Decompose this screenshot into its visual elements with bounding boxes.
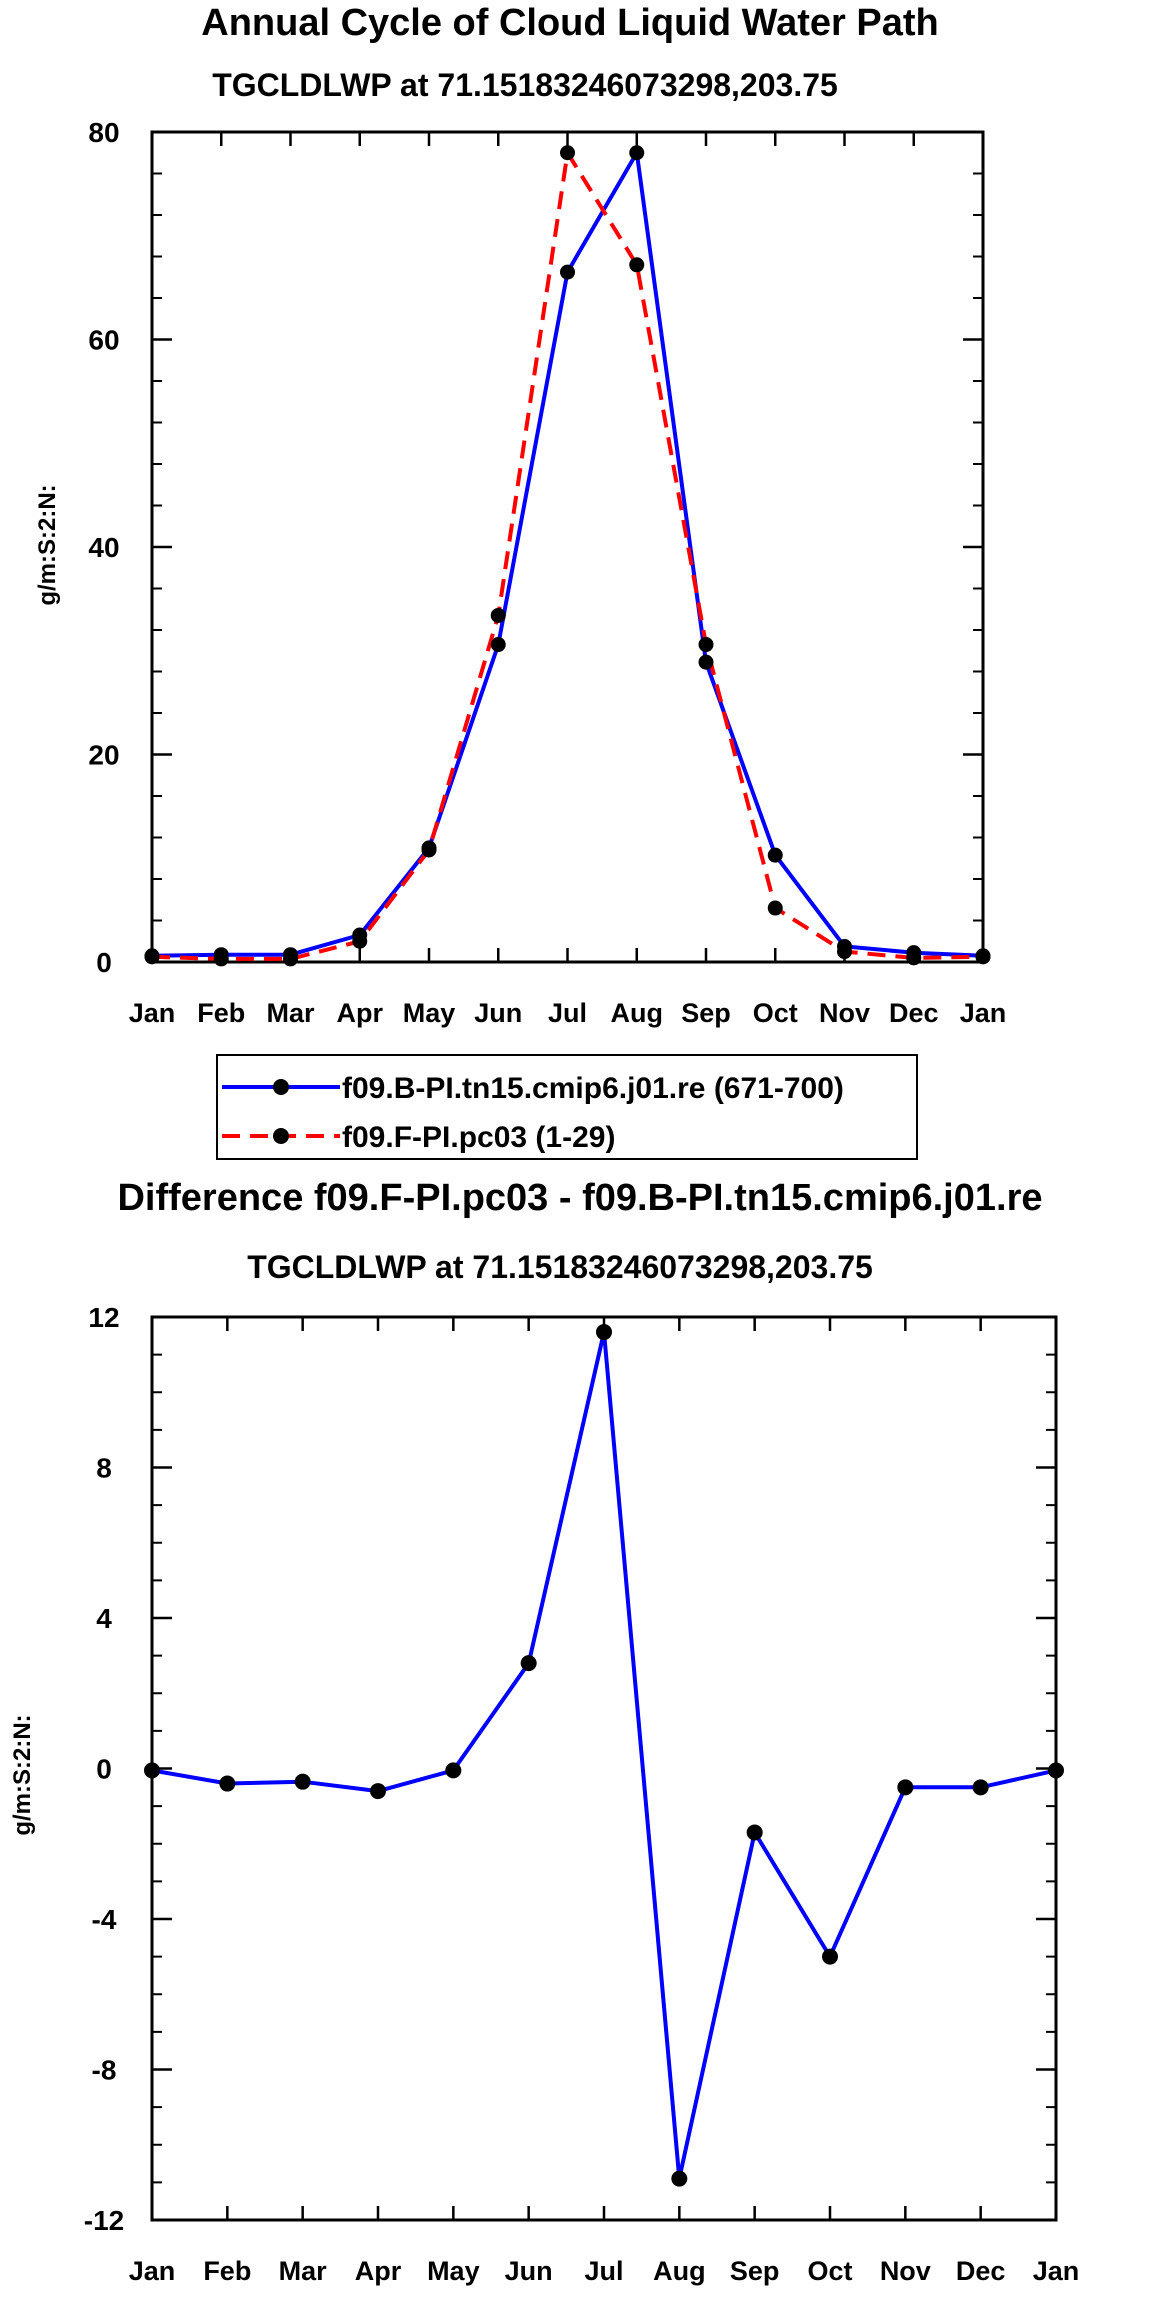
x-tick-label: Jun [474,998,522,1028]
y-tick-label: -8 [92,2055,117,2086]
legend-label-series-1: f09.B-PI.tn15.cmip6.j01.re (671-700) [342,1072,844,1105]
data-point-series-2 [421,842,437,858]
x-tick-label: Jan [129,998,176,1028]
data-point-series-2 [837,944,852,960]
chart-title: Difference f09.F-PI.pc03 - f09.B-PI.tn15… [117,1177,1042,1219]
y-axis-label: g/m:S:2:N: [34,484,61,605]
data-point-series-2 [144,949,160,965]
series-lines [144,145,991,967]
x-tick-label: Apr [355,2256,402,2286]
data-point-series-1 [596,1324,612,1341]
y-tick-label: 20 [88,740,119,771]
x-tick-label: Jan [960,998,1007,1028]
data-point-series-1 [671,2170,688,2187]
axis-ticks: Jan Feb Mar Apr May Jun Jul Aug Sep Oct Nov Dec Jan 0… [88,117,1006,1028]
x-tick-label: Feb [197,998,245,1028]
data-point-series-1 [560,264,575,280]
legend-box [216,1054,918,1160]
x-tick-label: May [427,2256,480,2286]
data-point-series-1 [1048,1762,1064,1779]
data-point-series-1 [822,1948,838,1965]
plot-frame [150,1315,1058,2222]
x-tick-label: Jan [129,2256,176,2286]
legend-marker-series-1 [273,1079,289,1095]
data-point-series-2 [560,145,575,161]
y-tick-label: 12 [88,1302,119,1333]
y-tick-label: 60 [88,325,119,356]
y-axis-label: g/m:S:2:N: [9,1714,36,1835]
data-point-series-1 [445,1762,462,1779]
data-point-series-1 [767,847,783,863]
x-tick-label: Oct [753,998,798,1028]
legend-label-series-2: f09.F-PI.pc03 (1-29) [342,1121,615,1154]
x-tick-label: Oct [807,2256,852,2286]
x-tick-label: Sep [681,998,731,1028]
data-point-series-2 [698,637,714,653]
data-point-series-1 [294,1773,311,1790]
x-tick-label: Jun [505,2256,553,2286]
y-tick-label: -4 [92,1904,117,1935]
x-tick-label: Dec [889,998,939,1028]
data-point-series-1 [520,1655,537,1672]
chart-subtitle: TGCLDLWP at 71.15183246073298,203.75 [212,67,838,103]
x-tick-label: Jul [584,2256,623,2286]
series-lines [144,1324,1064,2187]
data-point-series-1 [972,1779,989,1796]
x-tick-label: Mar [279,2256,328,2286]
annual-cycle-chart: Annual Cycle of Cloud Liquid Water Path … [34,2,1006,1160]
x-tick-label: Nov [819,998,870,1028]
x-tick-label: Nov [880,2256,931,2286]
chart-subtitle: TGCLDLWP at 71.15183246073298,203.75 [247,1249,873,1285]
y-tick-label: 80 [88,117,119,148]
x-tick-label: Aug [611,998,663,1028]
x-tick-label: Jul [548,998,587,1028]
data-point-series-1 [219,1775,236,1792]
legend: f09.B-PI.tn15.cmip6.j01.re (671-700) f09… [216,1054,918,1160]
x-tick-label: Aug [653,2256,705,2286]
difference-chart: Difference f09.F-PI.pc03 - f09.B-PI.tn15… [9,1177,1079,2286]
data-point-series-2 [906,950,922,966]
data-point-series-2 [629,257,645,273]
data-point-series-2 [283,951,298,967]
data-point-series-1 [698,654,714,670]
y-tick-label: -12 [84,2205,124,2236]
series-line-1 [151,1330,1057,2181]
data-point-series-1 [490,637,506,653]
y-tick-label: 40 [88,532,119,563]
data-point-series-2 [490,607,506,623]
y-tick-label: 0 [96,947,112,978]
data-point-series-2 [213,951,229,967]
plot-frame [150,130,985,964]
data-point-series-1 [629,145,645,161]
x-tick-label: Dec [956,2256,1006,2286]
y-tick-label: 8 [96,1453,112,1484]
y-tick-label: 0 [96,1754,112,1785]
x-tick-label: Mar [266,998,315,1028]
data-point-series-1 [746,1824,763,1841]
data-point-series-1 [370,1783,386,1800]
x-tick-label: Sep [730,2256,780,2286]
x-tick-label: Feb [203,2256,251,2286]
data-point-series-1 [144,1762,160,1779]
axis-ticks: Jan Feb Mar Apr May Jun Jul Aug Sep Oct Nov Dec Jan-… [84,1302,1080,2286]
y-tick-label: 4 [96,1603,112,1634]
data-point-series-1 [897,1779,914,1796]
x-tick-label: Apr [337,998,384,1028]
x-tick-label: May [403,998,456,1028]
data-point-series-2 [352,933,368,949]
data-point-series-2 [975,949,991,965]
chart-title: Annual Cycle of Cloud Liquid Water Path [201,2,939,44]
x-tick-label: Jan [1033,2256,1080,2286]
legend-marker-series-2 [273,1128,289,1144]
data-point-series-2 [767,900,783,916]
